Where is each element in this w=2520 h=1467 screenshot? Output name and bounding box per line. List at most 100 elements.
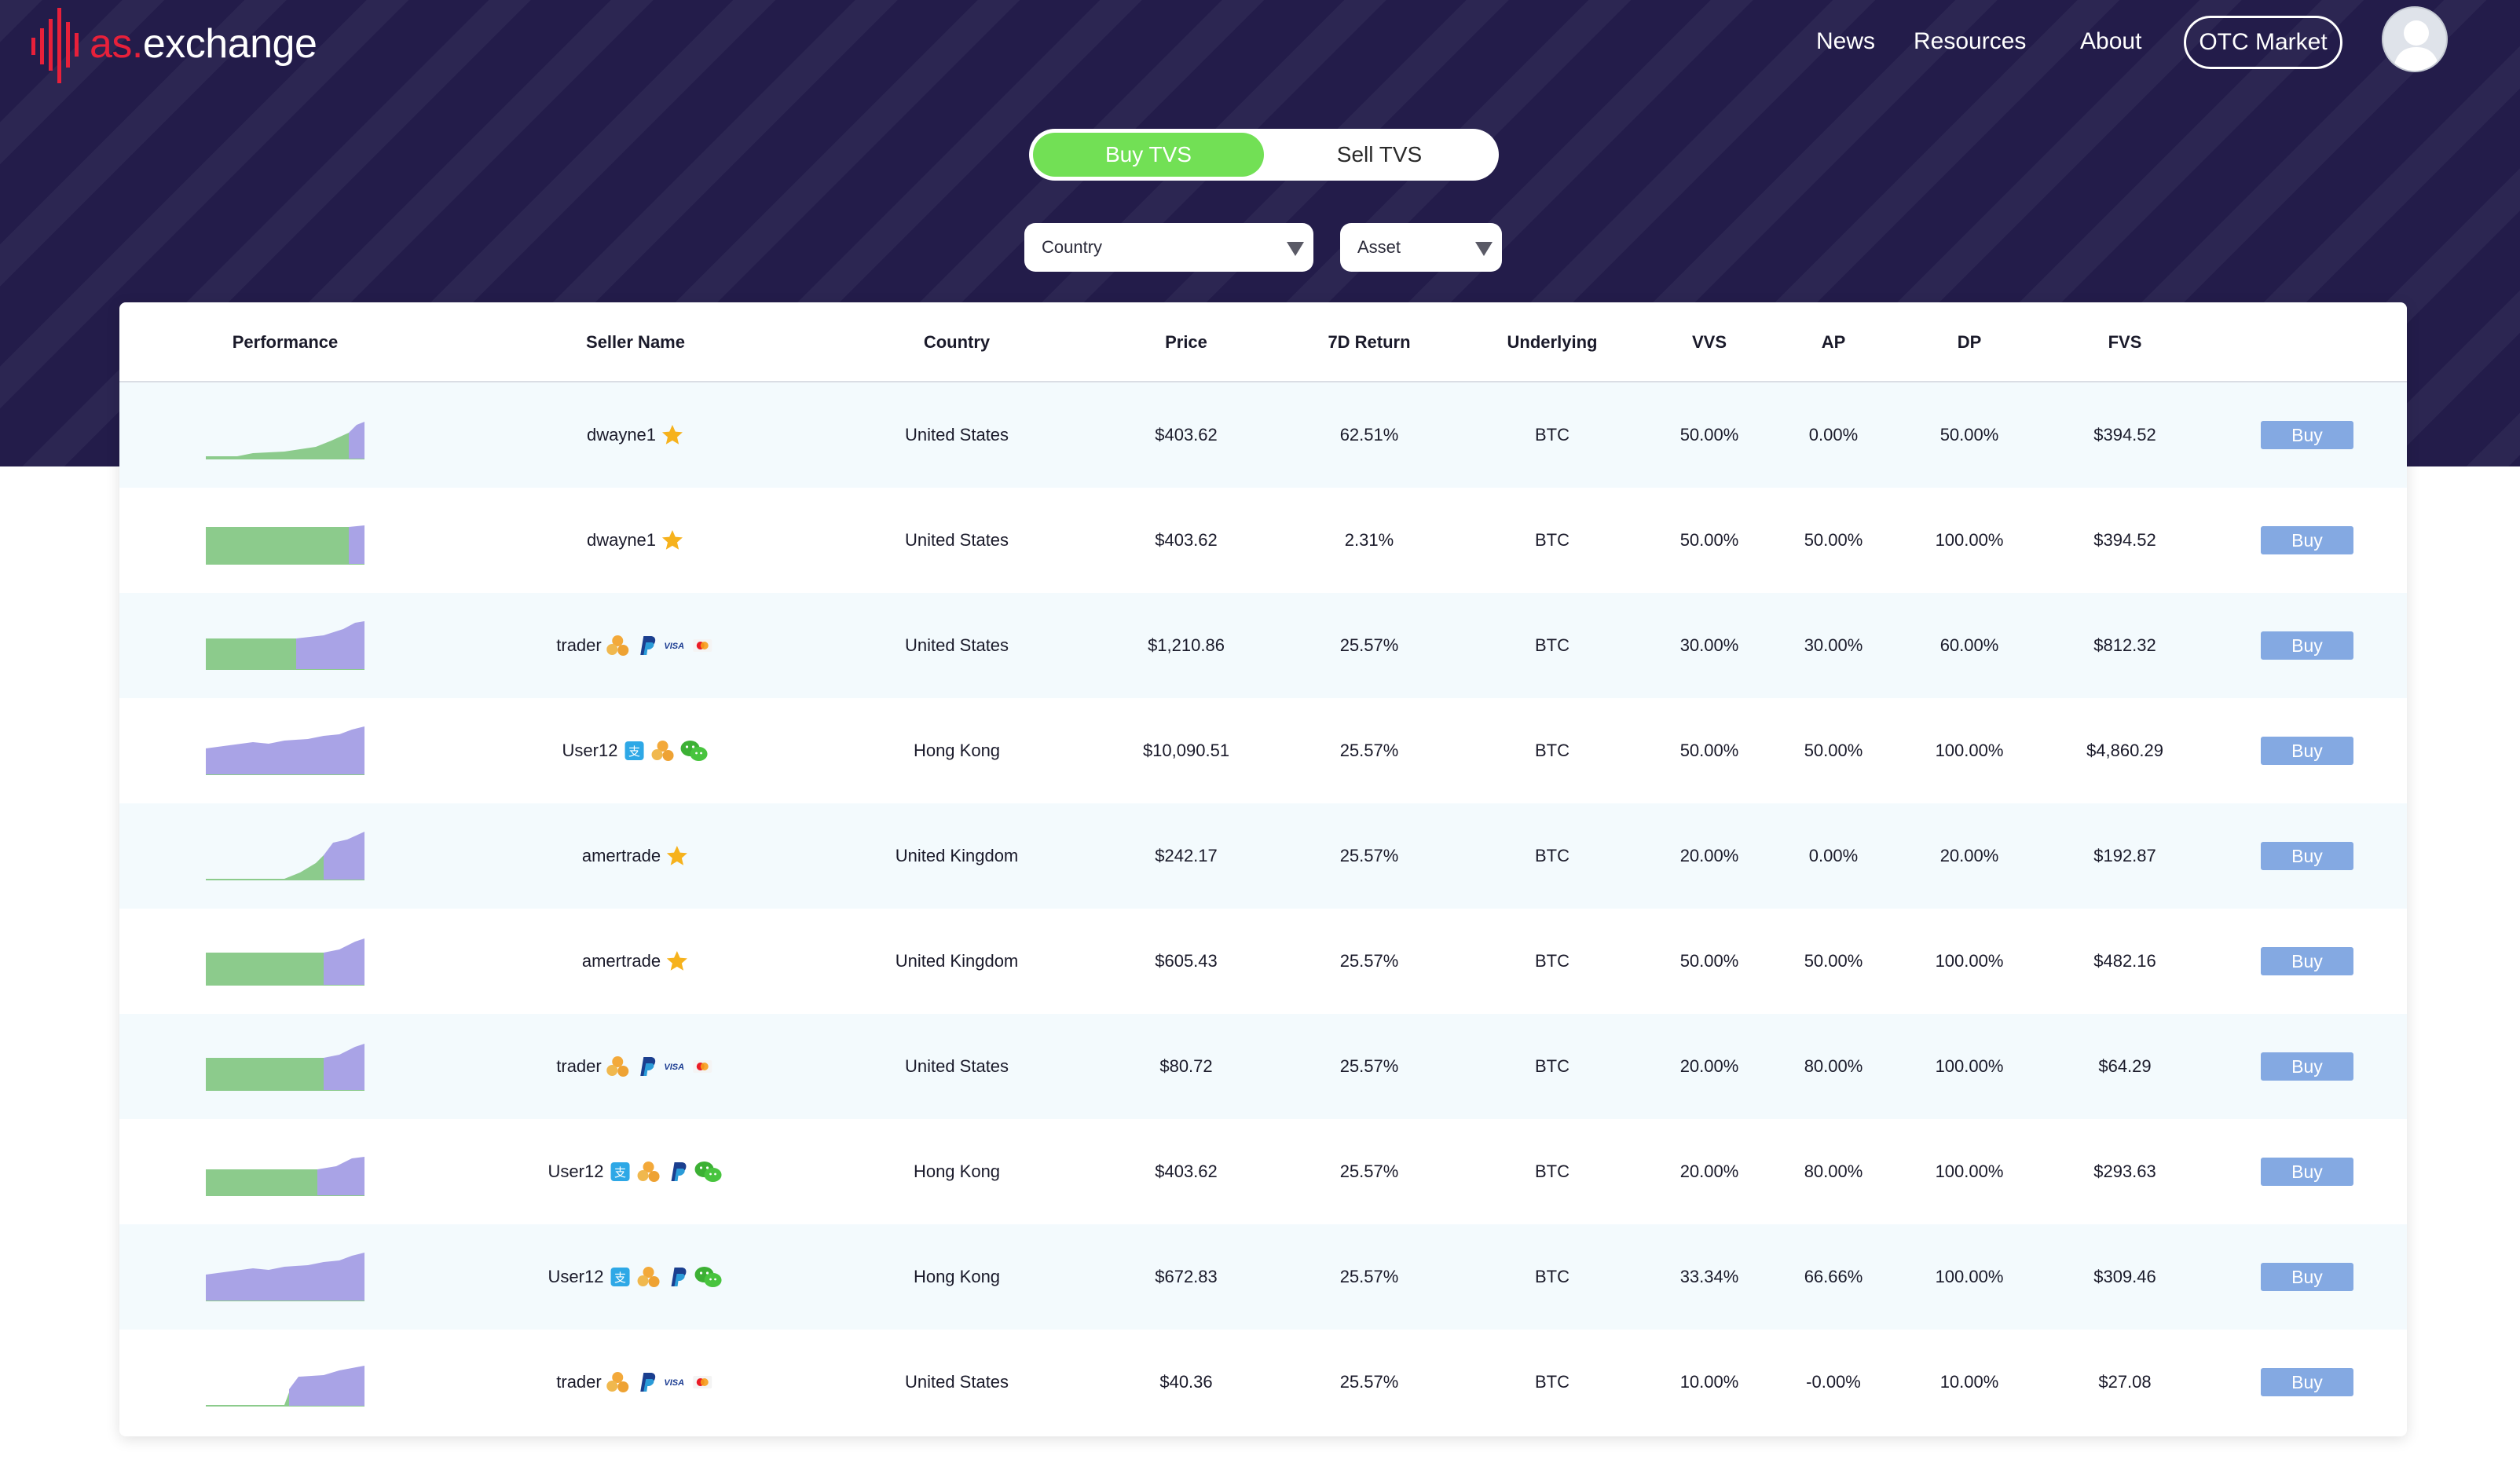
nav-about[interactable]: About: [2080, 28, 2142, 54]
seller-name[interactable]: dwayne1: [586, 425, 657, 444]
buy-button[interactable]: Buy: [2261, 631, 2353, 660]
table-row: amertrade United Kingdom $605.43 25.57% BTC 5…: [119, 909, 2407, 1014]
country-cell: United Kingdom: [895, 951, 1019, 971]
seller-name[interactable]: amertrade: [581, 846, 661, 865]
buy-button[interactable]: Buy: [2261, 842, 2353, 870]
ap-cell: 0.00%: [1808, 846, 1859, 865]
buy-button[interactable]: Buy: [2261, 421, 2353, 449]
buy-tvs-tab[interactable]: Buy TVS: [1033, 133, 1264, 177]
vvs-cell: 20.00%: [1679, 1056, 1739, 1076]
seller-name[interactable]: trader: [556, 635, 602, 655]
fvs-cell: $309.46: [2093, 1267, 2156, 1286]
return-7d-cell: 25.57%: [1339, 1056, 1399, 1076]
price-cell: $40.36: [1159, 1372, 1213, 1392]
seller-badges: VISA: [606, 1370, 715, 1394]
performance-sparkline: [206, 1157, 364, 1196]
alipay-icon: 支: [610, 1162, 630, 1181]
underlying-cell: BTC: [1535, 1162, 1570, 1181]
table-row: User12 支 Hong Kong $10,090.51 25.57% BTC 50.00…: [119, 698, 2407, 803]
mastercard-icon: [693, 1060, 712, 1073]
seller-name[interactable]: dwayne1: [586, 530, 657, 550]
fvs-cell: $482.16: [2093, 951, 2156, 971]
logo-text: as.exchange: [90, 21, 317, 67]
buy-button[interactable]: Buy: [2261, 1158, 2353, 1186]
return-7d-cell: 25.57%: [1339, 635, 1399, 655]
seller-name[interactable]: amertrade: [581, 951, 661, 971]
buy-button[interactable]: Buy: [2261, 737, 2353, 765]
fvs-cell: $192.87: [2093, 846, 2156, 865]
fvs-cell: $4,860.29: [2086, 741, 2163, 760]
coins-icon: [606, 635, 629, 656]
table-row: User12 支 Hong Kong $403.62 25.57% BTC 20.00% 80…: [119, 1119, 2407, 1224]
wechat-icon: [694, 1162, 722, 1182]
logo[interactable]: as.exchange: [30, 5, 317, 83]
underlying-cell: BTC: [1535, 530, 1570, 550]
dp-cell: 50.00%: [1939, 425, 1999, 444]
price-cell: $403.62: [1155, 1162, 1218, 1181]
dp-cell: 100.00%: [1935, 530, 2004, 550]
header-ap: AP: [1821, 332, 1846, 352]
dp-cell: 10.00%: [1939, 1372, 1999, 1392]
seller-badges: VISA: [606, 1055, 715, 1078]
seller-cell: trader VISA: [556, 593, 714, 698]
buy-button[interactable]: Buy: [2261, 526, 2353, 554]
nav-news[interactable]: News: [1816, 28, 1876, 54]
ap-cell: 50.00%: [1804, 741, 1863, 760]
seller-badges: [665, 949, 689, 973]
asset-select-label: Asset: [1357, 237, 1401, 257]
buy-button[interactable]: Buy: [2261, 1263, 2353, 1291]
seller-name[interactable]: User12: [562, 741, 618, 760]
price-cell: $1,210.86: [1148, 635, 1225, 655]
buy-button[interactable]: Buy: [2261, 947, 2353, 975]
country-cell: Hong Kong: [913, 741, 1001, 760]
country-select[interactable]: Country: [1024, 223, 1313, 272]
seller-cell: dwayne1: [587, 488, 684, 593]
price-cell: $10,090.51: [1142, 741, 1230, 760]
table-header: Performance Seller Name Country Price 7D…: [119, 302, 2407, 382]
alipay-icon: 支: [610, 1268, 630, 1286]
performance-sparkline: [206, 1366, 364, 1407]
seller-name[interactable]: trader: [556, 1372, 602, 1392]
header-dp: DP: [1957, 332, 1982, 352]
wechat-icon: [694, 1267, 722, 1287]
vvs-cell: 33.34%: [1679, 1267, 1739, 1286]
dp-cell: 100.00%: [1935, 1056, 2004, 1076]
user-avatar[interactable]: [2382, 6, 2448, 72]
vvs-cell: 50.00%: [1679, 741, 1739, 760]
fvs-cell: $293.63: [2093, 1162, 2156, 1181]
star-icon: [667, 846, 688, 865]
return-7d-cell: 25.57%: [1339, 1372, 1399, 1392]
seller-name[interactable]: trader: [556, 1056, 602, 1076]
nav-resources[interactable]: Resources: [1914, 28, 2027, 54]
paypal-icon: [640, 1057, 656, 1076]
table-row: User12 支 Hong Kong $672.83 25.57% BTC 33.34% 66…: [119, 1224, 2407, 1330]
svg-text:VISA: VISA: [665, 1378, 685, 1388]
performance-sparkline: [206, 832, 364, 880]
price-cell: $242.17: [1155, 846, 1218, 865]
otc-market-button[interactable]: OTC Market: [2184, 16, 2342, 69]
country-cell: United States: [904, 425, 1009, 444]
vvs-cell: 20.00%: [1679, 1162, 1739, 1181]
seller-cell: trader VISA: [556, 1330, 714, 1435]
header-7d-return: 7D Return: [1328, 332, 1411, 352]
svg-text:VISA: VISA: [665, 1063, 685, 1072]
vvs-cell: 50.00%: [1679, 425, 1739, 444]
underlying-cell: BTC: [1535, 425, 1570, 444]
table-row: trader VISA United States $40.36 25.57% BTC 10…: [119, 1330, 2407, 1435]
seller-cell: User12 支: [548, 1224, 723, 1330]
seller-name[interactable]: User12: [548, 1267, 604, 1286]
wechat-icon: [680, 741, 708, 761]
buy-button[interactable]: Buy: [2261, 1052, 2353, 1081]
return-7d-cell: 25.57%: [1339, 1162, 1399, 1181]
dp-cell: 100.00%: [1935, 741, 2004, 760]
sell-tvs-tab[interactable]: Sell TVS: [1336, 142, 1423, 166]
buy-button[interactable]: Buy: [2261, 1368, 2353, 1396]
country-cell: United States: [904, 530, 1009, 550]
ap-cell: 50.00%: [1804, 530, 1863, 550]
country-select-label: Country: [1042, 237, 1103, 257]
country-cell: United States: [904, 635, 1009, 655]
asset-select[interactable]: Asset: [1340, 223, 1502, 272]
ap-cell: 80.00%: [1804, 1056, 1863, 1076]
visa-icon: VISA: [665, 1063, 685, 1072]
seller-name[interactable]: User12: [548, 1162, 604, 1181]
